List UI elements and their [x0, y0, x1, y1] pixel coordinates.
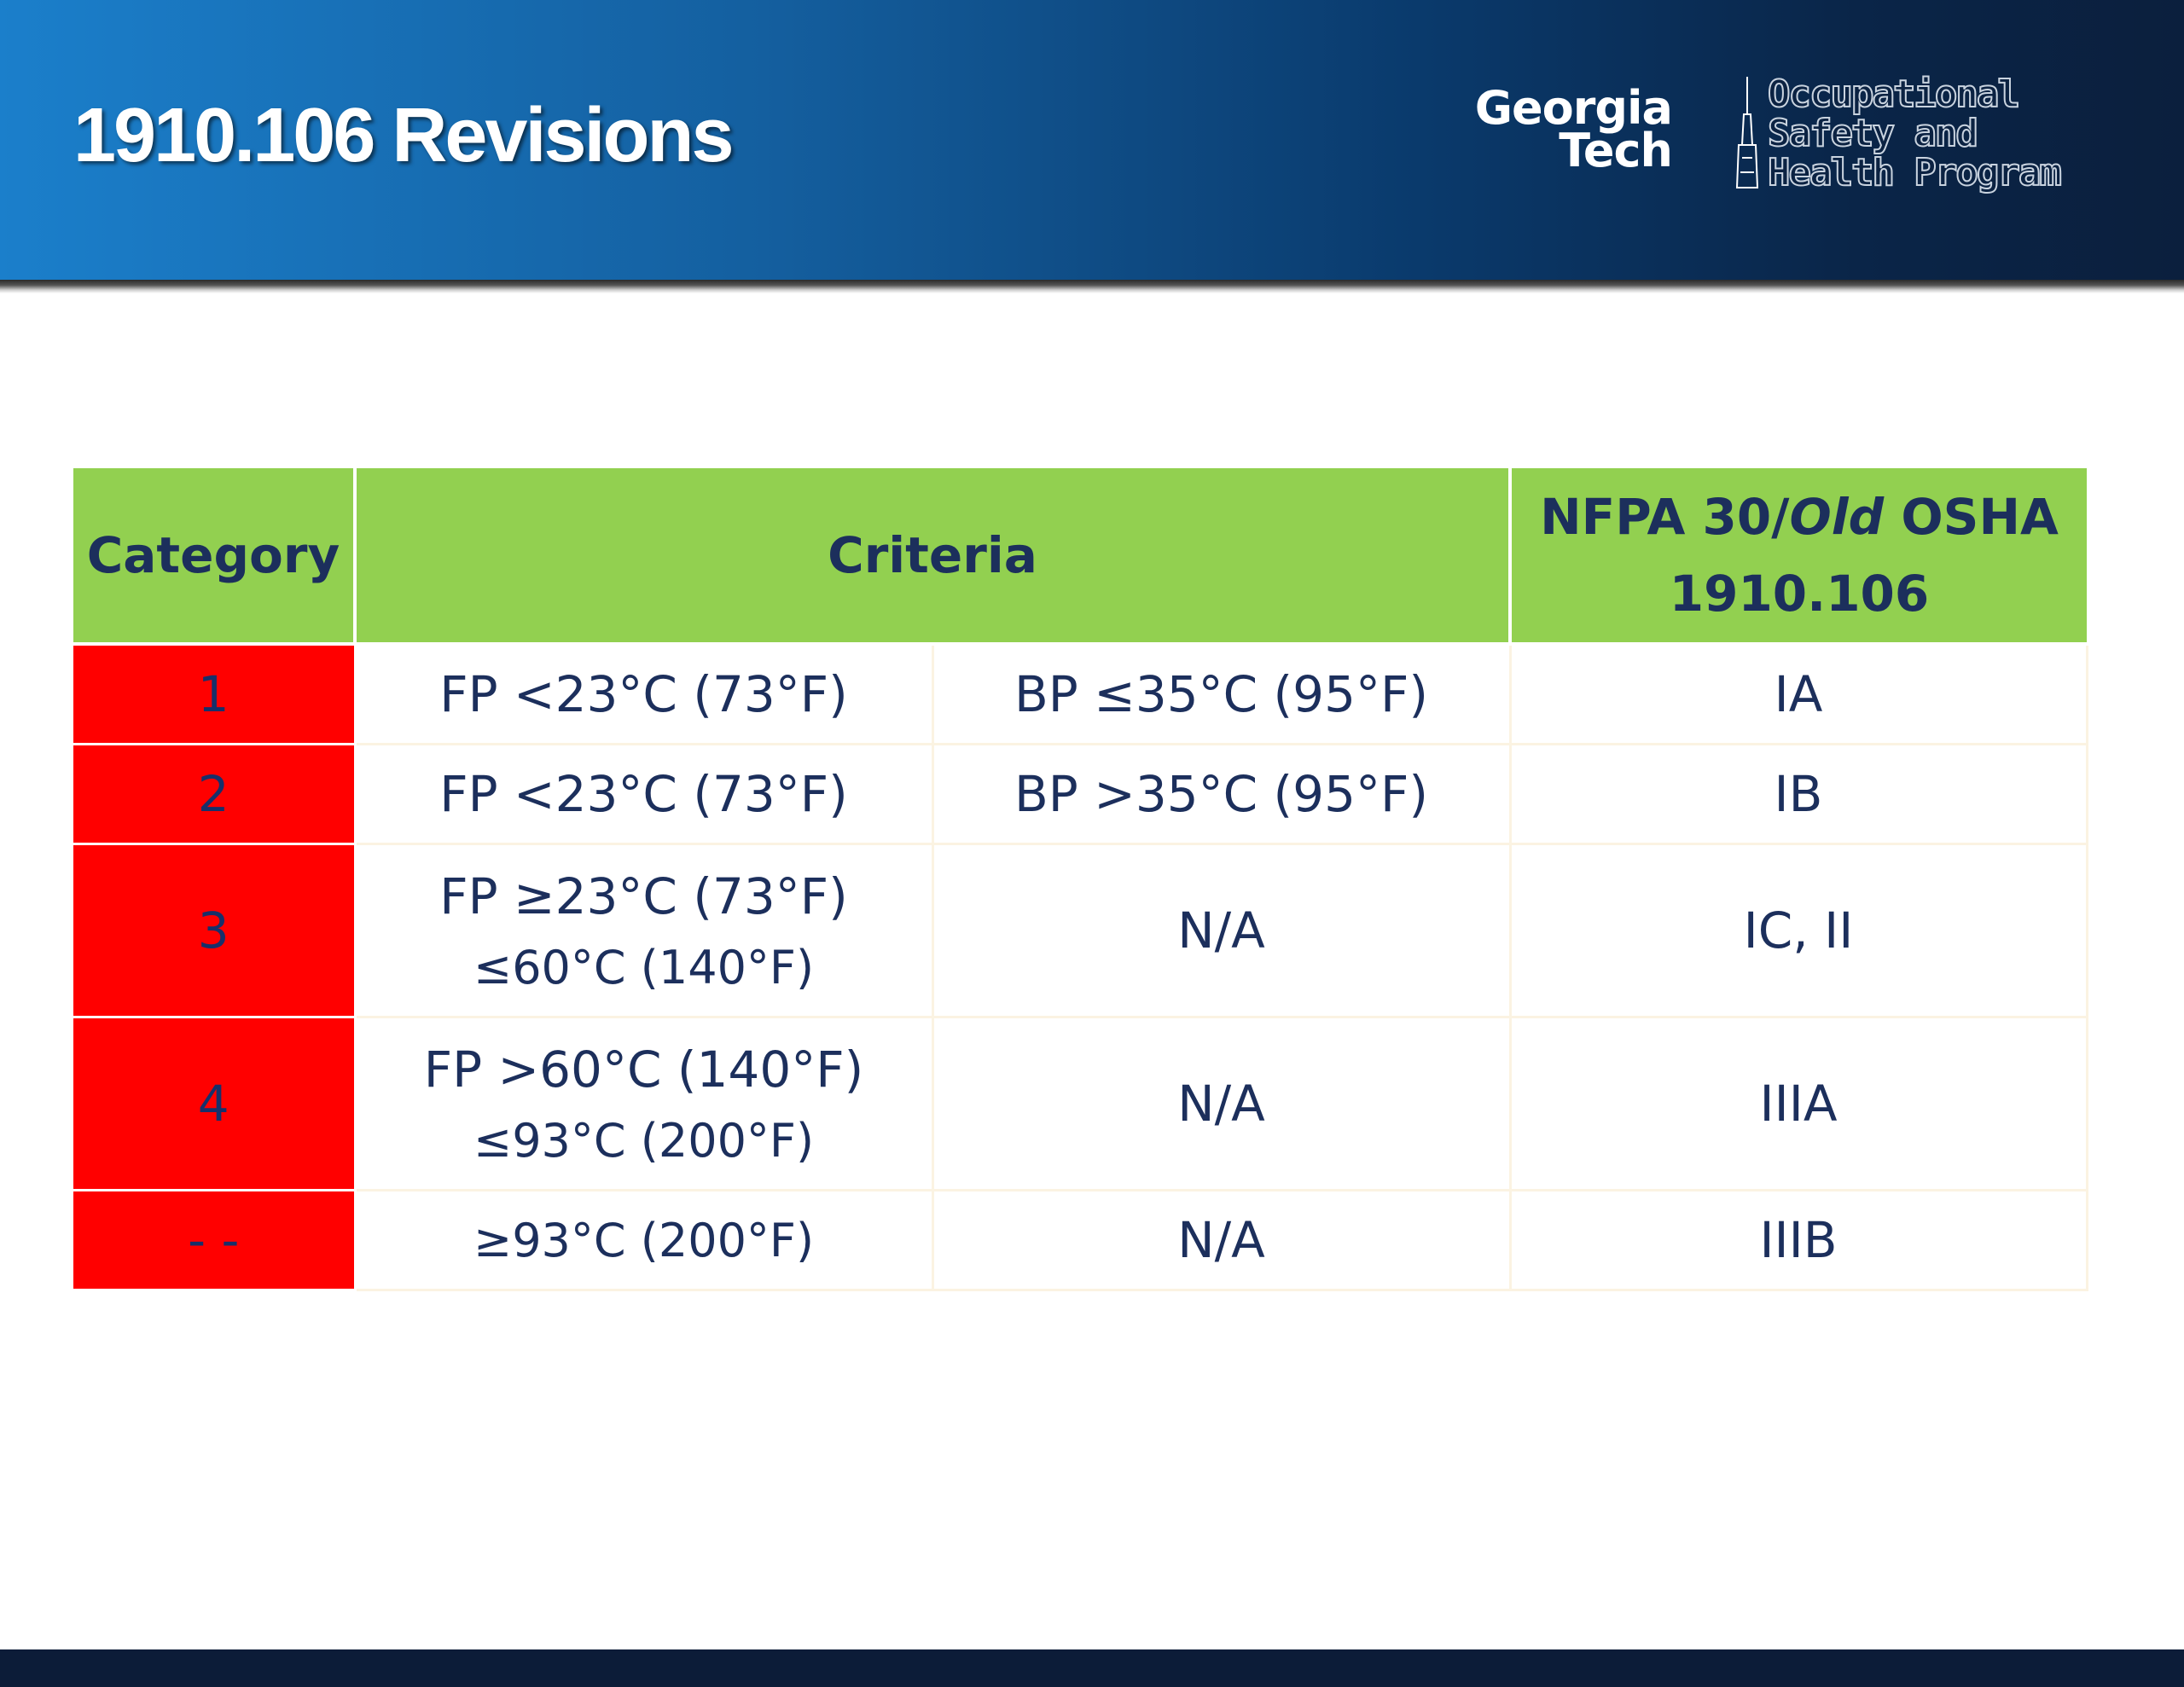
table-row: 4 FP >60°C (140°F) ≤93°C (200°F) N/A III…: [73, 1016, 2088, 1191]
criteria-flash-point-line1: FP ≥23°C (73°F): [439, 867, 848, 925]
criteria-boiling-point-cell: BP >35°C (95°F): [931, 743, 1512, 845]
nfpa-class-cell: IIIB: [1508, 1189, 2088, 1291]
criteria-flash-point-cell: FP ≥23°C (73°F) ≤60°C (140°F): [353, 843, 934, 1018]
criteria-flash-point-line2: ≤93°C (200°F): [473, 1113, 815, 1168]
logo-program-name: Occupational Safety and Health Program: [1767, 72, 2063, 194]
classification-table: Category Criteria NFPA 30/Old OSHA 1910.…: [73, 468, 2088, 1291]
category-cell: 2: [73, 743, 357, 845]
criteria-flash-point-cell: FP <23°C (73°F): [353, 743, 934, 845]
header-criteria: Criteria: [353, 468, 1512, 646]
category-cell: 1: [73, 642, 357, 745]
table-row: 2 FP <23°C (73°F) BP >35°C (95°F) IB: [73, 743, 2088, 845]
logo-wordmark: Georgia Tech: [1474, 81, 1673, 177]
slide-title: 1910.106 Revisions: [73, 93, 735, 178]
criteria-boiling-point-cell: N/A: [931, 1189, 1512, 1291]
header-nfpa-line2: 1910.106: [1669, 565, 1930, 623]
nfpa-class-cell: IIIA: [1508, 1016, 2088, 1191]
logo-wordmark-line2: Tech: [1559, 124, 1673, 177]
tech-tower-icon: [1735, 77, 1759, 188]
nfpa-class-cell: IB: [1508, 743, 2088, 845]
criteria-boiling-point-cell: N/A: [931, 843, 1512, 1018]
category-cell: - -: [73, 1189, 357, 1291]
criteria-flash-point-cell: FP >60°C (140°F) ≤93°C (200°F): [353, 1016, 934, 1191]
criteria-flash-point-line2: ≤60°C (140°F): [473, 940, 815, 994]
header-nfpa-suffix: OSHA: [1884, 488, 2059, 546]
georgia-tech-logo: Georgia Tech Occupational Safety and Hea…: [1475, 72, 2167, 194]
header-nfpa-italic: Old: [1789, 488, 1885, 546]
footer-bar: [0, 1649, 2184, 1687]
table-row: 1 FP <23°C (73°F) BP ≤35°C (95°F) IA: [73, 642, 2088, 745]
logo-program-line3: Health Program: [1767, 151, 2063, 194]
table-row: - - ≥93°C (200°F) N/A IIIB: [73, 1189, 2088, 1291]
nfpa-class-cell: IA: [1508, 642, 2088, 745]
logo-wordmark-line1: Georgia: [1474, 81, 1673, 135]
logo-program-line1: Occupational: [1767, 72, 2021, 116]
criteria-flash-point-cell: ≥93°C (200°F): [353, 1189, 934, 1291]
criteria-flash-point-line1: FP >60°C (140°F): [423, 1040, 864, 1099]
header-nfpa-prefix: NFPA 30/: [1540, 488, 1790, 546]
criteria-boiling-point-cell: N/A: [931, 1016, 1512, 1191]
table-header-row: Category Criteria NFPA 30/Old OSHA 1910.…: [73, 468, 2087, 646]
category-cell: 4: [73, 1016, 357, 1191]
category-cell: 3: [73, 843, 357, 1018]
criteria-boiling-point-cell: BP ≤35°C (95°F): [931, 642, 1512, 745]
table-row: 3 FP ≥23°C (73°F) ≤60°C (140°F) N/A IC, …: [73, 843, 2088, 1018]
logo-program-line2: Safety and: [1767, 112, 1979, 155]
header-nfpa: NFPA 30/Old OSHA 1910.106: [1508, 468, 2087, 646]
classification-table-container: Category Criteria NFPA 30/Old OSHA 1910.…: [73, 468, 2088, 1291]
header-shadow: [0, 280, 2184, 293]
header-category: Category: [73, 468, 357, 646]
nfpa-class-cell: IC, II: [1508, 843, 2088, 1018]
criteria-flash-point-cell: FP <23°C (73°F): [353, 642, 934, 745]
header-banner: [0, 0, 2184, 281]
